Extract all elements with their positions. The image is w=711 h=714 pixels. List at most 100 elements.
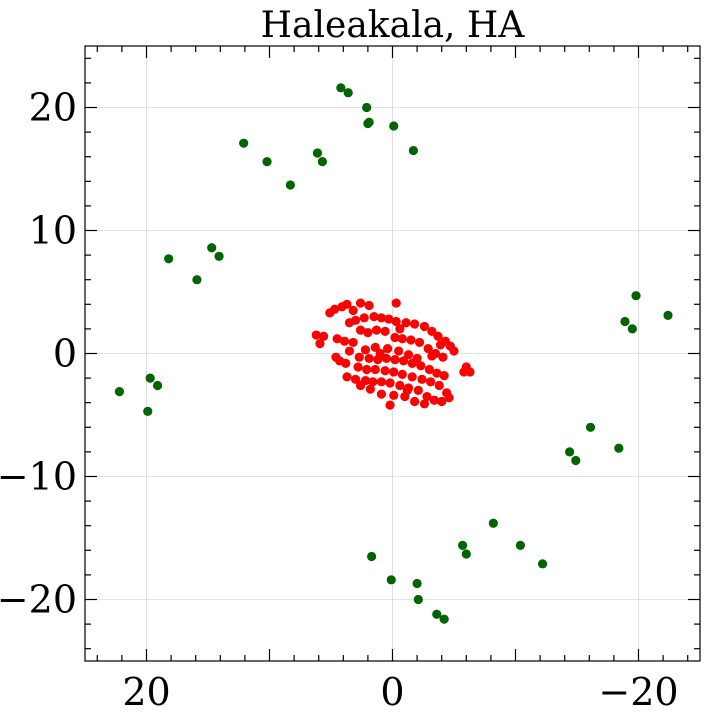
- x-tick-label: 20: [122, 670, 170, 714]
- data-point: [389, 121, 399, 131]
- data-point: [398, 356, 409, 366]
- data-point: [432, 609, 442, 619]
- data-point: [461, 362, 471, 372]
- data-point: [330, 304, 340, 314]
- data-point: [336, 83, 346, 93]
- plot-frame: [84, 45, 701, 662]
- x-tick-label: 0: [380, 670, 404, 714]
- data-point: [385, 400, 395, 410]
- data-point: [364, 300, 374, 311]
- data-point: [348, 337, 358, 348]
- data-point: [385, 378, 395, 388]
- axis-ticks: [85, 46, 700, 661]
- data-point: [422, 391, 432, 402]
- data-point: [435, 340, 446, 350]
- data-point: [565, 447, 575, 457]
- y-tick-label: 0: [53, 332, 77, 376]
- data-point: [332, 334, 342, 344]
- data-point: [354, 352, 364, 362]
- data-point: [339, 336, 350, 346]
- data-point: [164, 254, 174, 264]
- data-point: [351, 374, 361, 384]
- data-point: [515, 540, 526, 550]
- chart-title: Haleakala, HA: [261, 5, 526, 46]
- data-point: [376, 313, 387, 323]
- data-point: [355, 298, 366, 308]
- data-point: [359, 313, 369, 323]
- data-point: [410, 319, 420, 329]
- y-tick-label: 20: [29, 86, 77, 130]
- data-point: [382, 343, 393, 354]
- data-point: [571, 455, 581, 466]
- data-point: [419, 399, 430, 409]
- data-points: [114, 83, 673, 624]
- data-point: [414, 337, 425, 348]
- data-point: [401, 318, 411, 328]
- data-point: [262, 157, 272, 167]
- data-point: [394, 346, 404, 356]
- data-point: [406, 335, 416, 345]
- data-point: [214, 251, 224, 261]
- data-point: [152, 380, 163, 391]
- data-point: [439, 614, 449, 624]
- data-point: [427, 351, 437, 361]
- data-point: [370, 342, 380, 352]
- data-point: [426, 377, 436, 387]
- data-point: [355, 380, 366, 391]
- data-point: [627, 324, 637, 334]
- data-point: [614, 443, 624, 453]
- data-point: [537, 559, 548, 569]
- data-point: [663, 310, 673, 320]
- tick-labels: 20 0 −20 20 10 0 −10 −20: [0, 86, 679, 714]
- data-point: [461, 549, 471, 559]
- data-point: [397, 334, 407, 344]
- data-point: [362, 364, 372, 375]
- data-point: [390, 355, 400, 365]
- data-point: [380, 326, 390, 336]
- data-point: [433, 331, 443, 341]
- data-point: [417, 374, 427, 384]
- data-point: [285, 180, 296, 190]
- data-point: [585, 422, 596, 432]
- y-tick-label: 10: [29, 209, 77, 253]
- data-point: [363, 118, 373, 129]
- data-point: [434, 380, 444, 391]
- data-point: [412, 578, 422, 589]
- data-point: [239, 138, 249, 148]
- data-point: [380, 366, 390, 376]
- data-point: [342, 299, 352, 309]
- data-point: [386, 575, 396, 585]
- y-tick-label: −20: [0, 578, 77, 622]
- data-point: [341, 358, 351, 368]
- data-point: [439, 371, 449, 381]
- data-point: [403, 350, 414, 360]
- data-point: [458, 540, 468, 550]
- data-point: [368, 377, 378, 387]
- data-point: [432, 368, 442, 378]
- data-point: [390, 332, 400, 343]
- data-point: [376, 377, 387, 387]
- data-point: [343, 88, 353, 98]
- data-point: [384, 314, 394, 324]
- data-point: [413, 385, 423, 395]
- data-point: [444, 393, 454, 403]
- data-point: [395, 324, 405, 334]
- data-point: [143, 406, 153, 416]
- data-point: [192, 275, 202, 285]
- data-point: [355, 325, 366, 335]
- data-point: [437, 396, 447, 407]
- data-point: [395, 380, 405, 391]
- data-point: [438, 352, 448, 362]
- data-point: [319, 331, 329, 341]
- data-point: [402, 385, 412, 395]
- data-point: [366, 551, 377, 562]
- data-point: [360, 345, 371, 355]
- data-point: [364, 353, 374, 364]
- data-point: [620, 316, 630, 327]
- data-point: [370, 364, 380, 375]
- data-point: [408, 145, 419, 156]
- data-point: [311, 330, 321, 340]
- data-point: [407, 372, 417, 382]
